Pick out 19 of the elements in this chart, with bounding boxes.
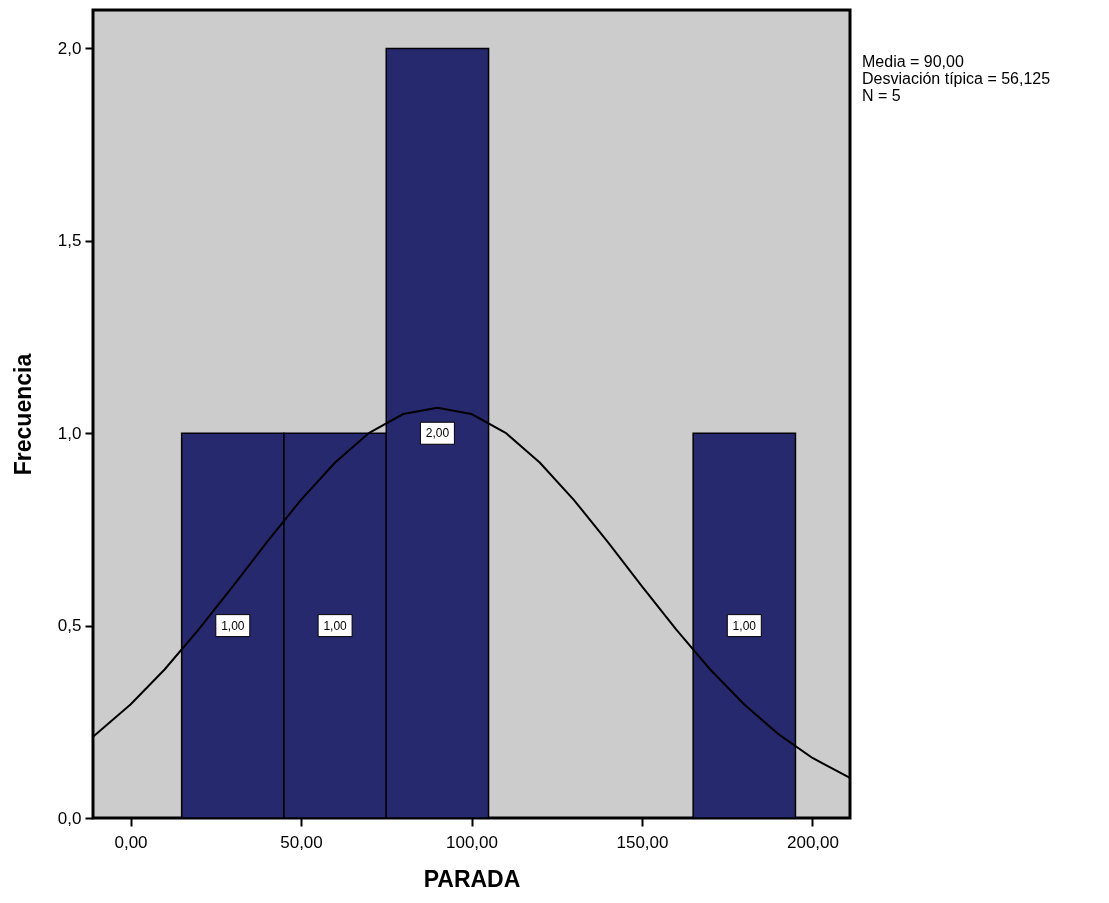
data-label: 1,00 bbox=[323, 618, 348, 633]
x-tick-label: 200,00 bbox=[786, 832, 839, 852]
x-tick-label: 150,00 bbox=[616, 832, 669, 852]
y-tick-label: 0,5 bbox=[57, 616, 82, 636]
data-label: 1,00 bbox=[221, 618, 245, 633]
x-axis-title: PARADA bbox=[423, 865, 521, 892]
x-tick-label: 0,00 bbox=[114, 832, 148, 852]
text: Media = 90,00 bbox=[862, 53, 964, 70]
text: N = 5 bbox=[862, 87, 901, 104]
y-tick-label: 1,0 bbox=[57, 423, 82, 443]
x-tick-label: 100,00 bbox=[446, 832, 498, 852]
y-tick-label: 1,5 bbox=[57, 231, 82, 251]
data-label: 2,00 bbox=[425, 426, 450, 441]
text: Desviación típica = 56,125 bbox=[862, 70, 1051, 87]
y-tick-label: 0,0 bbox=[57, 808, 82, 828]
y-tick-label: 2,0 bbox=[57, 38, 82, 58]
data-label: 1,00 bbox=[732, 618, 757, 633]
x-tick-label: 50,00 bbox=[280, 832, 323, 852]
y-axis-title: Frecuencia bbox=[9, 353, 36, 476]
